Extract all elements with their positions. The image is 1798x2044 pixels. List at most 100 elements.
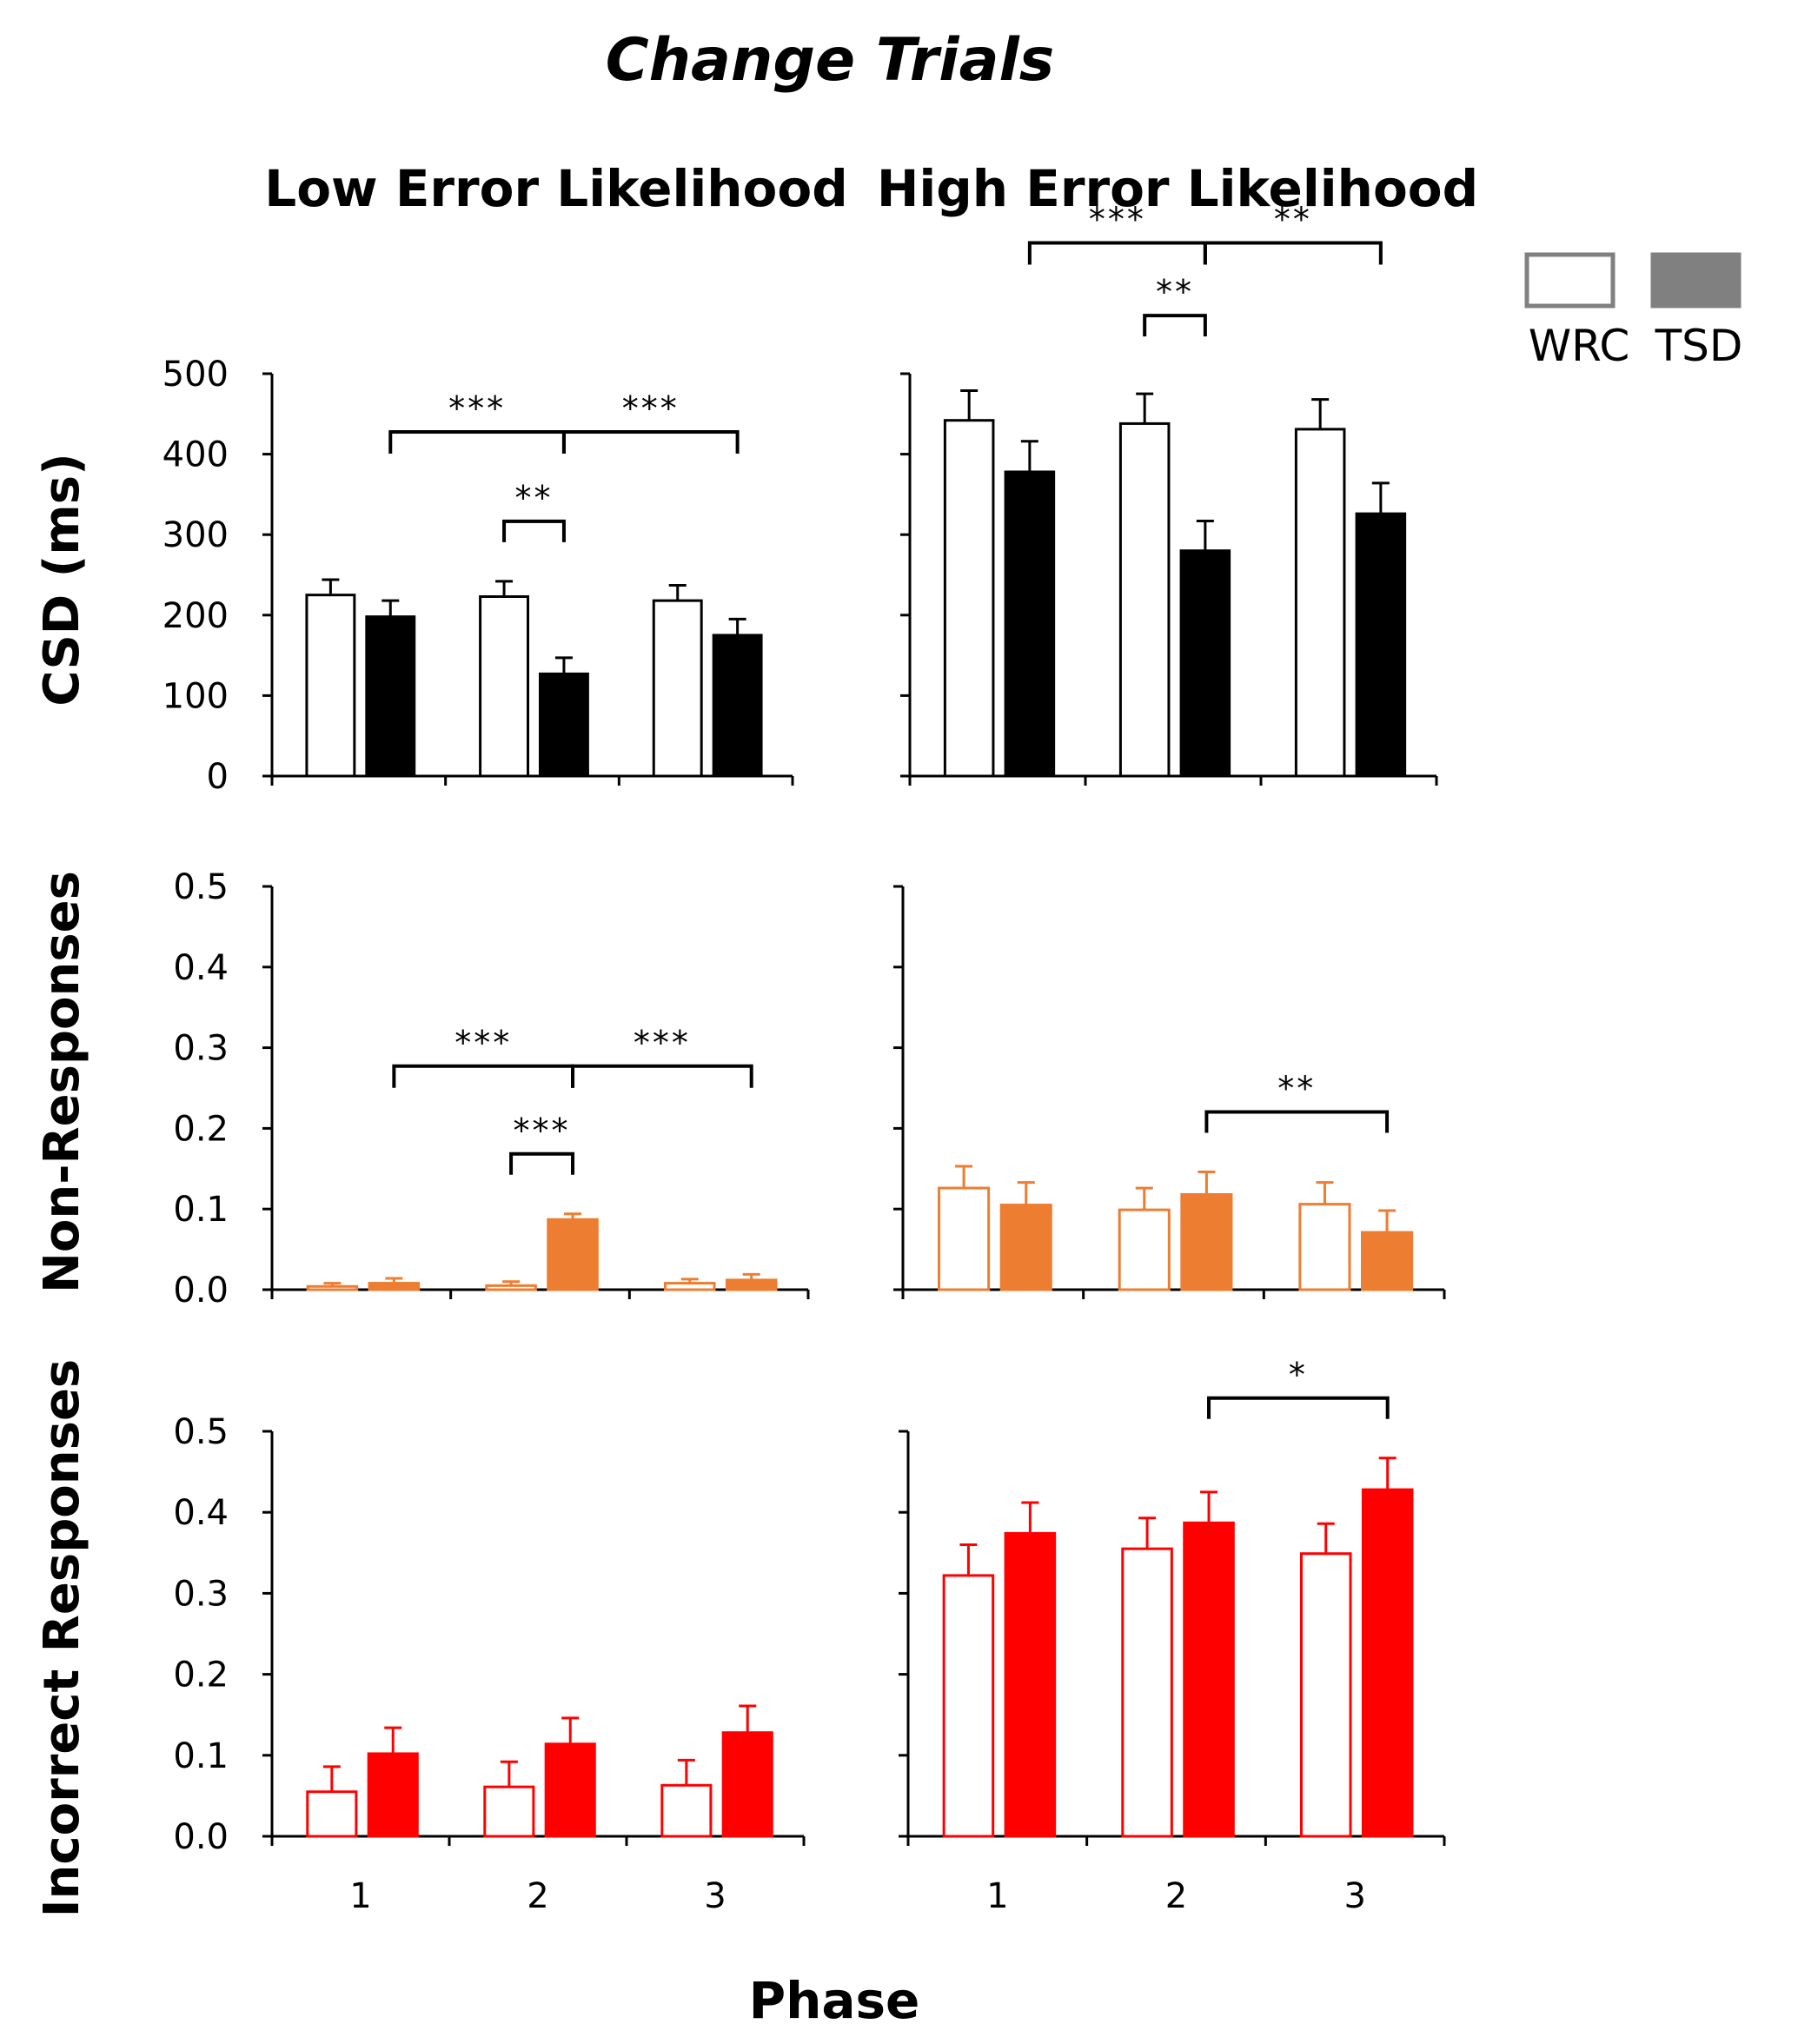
panel-nonresp-low: 0.0 0.1 0.2 0.3 0.4 0.5 *** *** *** (173, 867, 810, 1311)
y-tick-label: 0.5 (173, 1412, 229, 1452)
bar-tsd-phase-2 (1183, 1521, 1235, 1838)
significance-label: *** (622, 389, 680, 428)
panel-nonresp-high: ** (893, 885, 1446, 1299)
y-tick-label: 200 (163, 596, 229, 636)
y-tick-label: 0.2 (173, 1656, 229, 1696)
y-tick-label: 0.1 (173, 1190, 229, 1230)
significance-line (1027, 241, 1207, 265)
significance-line (1204, 1110, 1390, 1133)
significance-line (388, 430, 566, 455)
legend-label-tsd: TSD (1655, 321, 1743, 371)
x-tick-label: 3 (704, 1876, 726, 1916)
bar-tsd-phase-3 (1355, 512, 1407, 778)
bar-tsd-phase-1 (368, 1282, 421, 1291)
x-tick-label: 1 (349, 1876, 371, 1916)
significance-bracket-csd-high: *** (1027, 200, 1207, 265)
significance-label: ** (1274, 200, 1312, 238)
legend: WRC TSD (1524, 252, 1743, 371)
bar-wrc-phase-1 (943, 419, 995, 778)
bar-tsd-phase-2 (538, 672, 589, 778)
bar-wrc-phase-1 (306, 1790, 358, 1838)
significance-bracket-csd-low: *** (561, 389, 740, 455)
significance-bracket-nonresp-high: ** (1204, 1070, 1390, 1133)
bar-tsd-phase-1 (999, 1204, 1052, 1291)
significance-line (502, 519, 566, 542)
x-tick-label: 1 (986, 1876, 1008, 1916)
y-tick-label: 300 (163, 515, 229, 555)
y-tick-label: 0 (207, 757, 229, 797)
bar-wrc-phase-1 (306, 1284, 359, 1291)
bar-tsd-phase-2 (1180, 1192, 1233, 1291)
bar-wrc-phase-3 (663, 1282, 716, 1291)
significance-label: ** (514, 479, 553, 517)
bar-wrc-phase-3 (1294, 428, 1346, 778)
x-tick-label: 2 (527, 1876, 548, 1916)
significance-label: *** (454, 1024, 512, 1062)
figure-title: Change Trials (606, 26, 1055, 95)
bar-wrc-phase-3 (660, 1783, 713, 1838)
y-tick-label: 0.2 (173, 1109, 229, 1149)
significance-line (571, 1064, 753, 1088)
significance-label: *** (1089, 200, 1146, 238)
significance-bracket-csd-low: *** (388, 389, 566, 455)
y-tick-label: 400 (163, 435, 229, 475)
y-tick-label: 100 (163, 676, 229, 716)
bar-wrc-phase-2 (483, 1785, 535, 1838)
bar-wrc-phase-2 (1121, 1547, 1173, 1838)
significance-line (1203, 241, 1383, 265)
bar-wrc-phase-1 (305, 594, 356, 778)
bar-tsd-phase-3 (1361, 1231, 1414, 1291)
y-axis-label-csd: CSD (ms) (34, 453, 90, 706)
bar-tsd-phase-2 (1179, 549, 1231, 778)
bar-tsd-phase-2 (544, 1742, 596, 1838)
x-axis-label: Phase (749, 1971, 920, 2030)
y-tick-label: 0.4 (173, 948, 229, 988)
bar-wrc-phase-3 (1298, 1203, 1351, 1291)
bar-wrc-phase-2 (485, 1284, 537, 1291)
significance-line (1207, 1396, 1390, 1419)
significance-line (392, 1064, 575, 1088)
significance-bracket-nonresp-low: *** (392, 1024, 575, 1088)
y-axis-label-nonresp: Non-Responses (34, 871, 90, 1293)
significance-bracket-nonresp-low: *** (571, 1024, 753, 1088)
legend-swatch-wrc (1524, 252, 1616, 309)
bar-tsd-phase-3 (725, 1278, 778, 1291)
bar-wrc-phase-1 (938, 1186, 991, 1291)
y-tick-label: 0.0 (173, 1817, 229, 1857)
column-title-high: High Error Likelihood (877, 159, 1478, 218)
panel-incorrect-low: 0.0 0.1 0.2 0.3 0.4 0.5 1 2 3 (173, 1412, 806, 1916)
bar-tsd-phase-2 (547, 1218, 599, 1291)
significance-label: ** (1277, 1070, 1316, 1108)
significance-bracket-csd-low: ** (502, 479, 566, 542)
significance-bracket-nonresp-low: *** (509, 1112, 575, 1175)
y-axis-label-incorrect: Incorrect Responses (34, 1359, 90, 1918)
bar-wrc-phase-2 (479, 595, 530, 778)
bar-tsd-phase-3 (712, 634, 763, 778)
significance-label: *** (448, 389, 506, 428)
significance-bracket-csd-high: ** (1143, 273, 1207, 337)
significance-label: *** (514, 1112, 571, 1150)
column-title-low: Low Error Likelihood (264, 159, 848, 218)
x-tick-label: 3 (1344, 1876, 1365, 1916)
significance-line (509, 1151, 575, 1175)
significance-bracket-csd-high: ** (1203, 200, 1383, 265)
bar-wrc-phase-3 (1299, 1552, 1352, 1838)
bar-tsd-phase-1 (1004, 470, 1056, 778)
bar-wrc-phase-2 (1118, 1208, 1171, 1291)
panel-csd-high: *** **** (900, 200, 1438, 786)
x-tick-label: 2 (1165, 1876, 1187, 1916)
significance-line (561, 430, 740, 455)
bar-tsd-phase-3 (721, 1731, 773, 1838)
bar-tsd-phase-1 (367, 1752, 419, 1838)
bar-tsd-phase-1 (365, 615, 416, 778)
y-tick-label: 0.4 (173, 1493, 229, 1533)
y-tick-label: 0.3 (173, 1574, 229, 1614)
significance-label: *** (634, 1024, 691, 1062)
bar-tsd-phase-3 (1361, 1488, 1414, 1838)
bar-wrc-phase-1 (942, 1574, 995, 1838)
bar-wrc-phase-2 (1118, 421, 1171, 778)
bar-tsd-phase-1 (1004, 1531, 1057, 1838)
y-tick-label: 0.3 (173, 1029, 229, 1069)
significance-label: ** (1156, 273, 1194, 311)
significance-label: * (1289, 1356, 1308, 1394)
